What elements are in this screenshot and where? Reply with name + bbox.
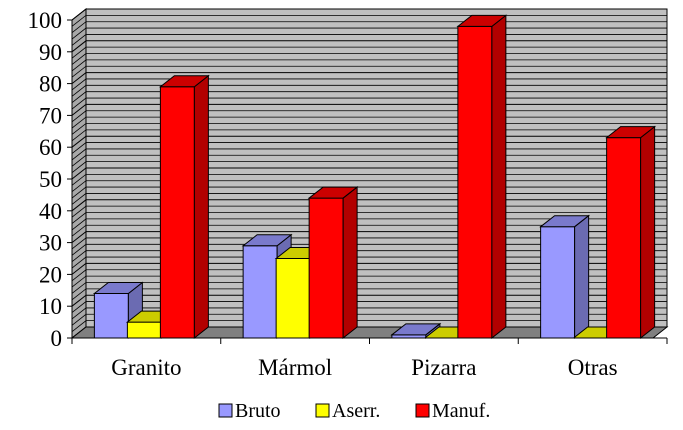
y-tick-label: 0 [51,326,63,351]
bar-top-face [605,126,657,139]
y-tick-label: 90 [39,40,62,65]
bar-front-face [540,226,576,339]
legend-swatch [218,403,233,418]
bar-top-face [390,323,442,336]
y-tick-label: 20 [39,262,62,287]
legend: Bruto Aserr. Manuf. [218,400,490,422]
y-tick-label: 70 [39,103,62,128]
bar-front-face [606,137,642,339]
x-tick-label: Mármol [258,355,332,380]
bar-front-face [126,321,162,339]
bar-top-face [241,234,293,247]
bar-side-face [193,74,209,340]
x-tick-label: Pizarra [411,355,476,380]
bar-side-face [574,214,590,340]
legend-item-bruto: Bruto [218,400,281,422]
bar-front-face [275,258,311,339]
y-tick-label: 80 [39,72,62,97]
legend-label: Manuf. [432,400,490,422]
bar-front-face [457,25,493,339]
gridline [71,8,667,21]
x-tick-label: Granito [111,355,181,380]
bar-manuf-mármol [307,186,359,340]
y-tick-label: 40 [39,199,62,224]
bar-manuf-pizarra [456,14,508,340]
x-tick-label: Otras [568,355,618,380]
bar-bruto-pizarra [390,322,442,340]
bar-side-face [342,186,358,340]
y-tick-label: 10 [39,294,62,319]
y-tick-label: 30 [39,231,62,256]
y-tick-label: 50 [39,167,62,192]
bars [92,14,657,340]
bar-side-face [640,125,656,340]
legend-swatch [415,403,430,418]
legend-item-aserr: Aserr. [315,400,380,422]
y-tick-label: 100 [28,8,63,33]
bar-top-face [92,281,144,294]
bar-front-face [93,292,129,339]
legend-label: Aserr. [332,400,380,422]
bar-bruto-otras [539,214,591,340]
bar-side-face [491,14,507,340]
bar-manuf-otras [605,125,657,340]
bar-front-face [159,86,195,339]
bar-top-face [539,215,591,228]
legend-swatch [315,403,330,418]
bar-top-face [158,75,210,88]
legend-item-manuf: Manuf. [415,400,490,422]
bar-front-face [308,197,344,339]
bar-top-face [307,186,359,199]
bar-manuf-granito [158,74,210,340]
bar-top-face [456,14,508,27]
y-axis-tick-labels: 0 10 20 30 40 50 60 70 80 90 100 [28,8,72,351]
legend-label: Bruto [235,400,281,422]
y-tick-label: 60 [39,135,62,160]
bar-front-face [242,245,278,339]
x-axis-tick-labels: Granito Mármol Pizarra Otras [111,355,617,380]
